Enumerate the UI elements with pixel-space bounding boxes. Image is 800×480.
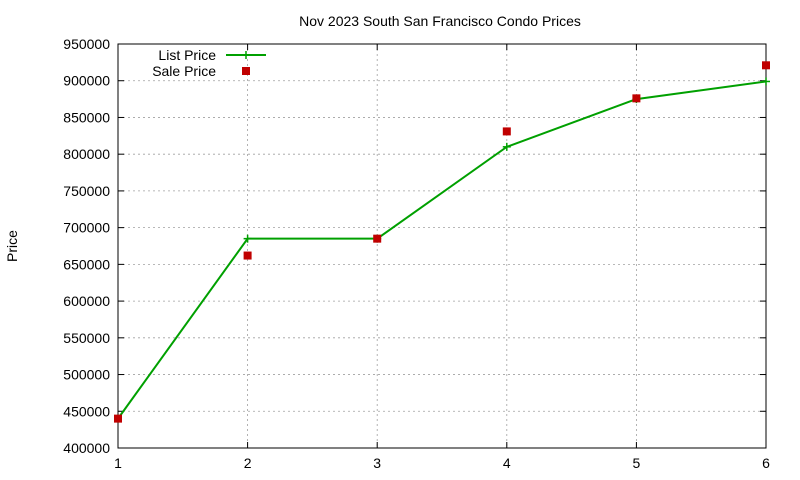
sale-price-point [373,234,382,243]
y-tick-label: 550000 [63,330,110,346]
legend-label: List Price [158,47,216,63]
plot-border [117,43,767,449]
legend-item: List Price [158,47,266,63]
sale-price-point [632,94,641,103]
x-tick-label: 3 [373,455,381,471]
y-axis-label: Price [4,230,20,262]
x-axis: 1 2 3 4 5 6 [114,44,770,471]
x-tick-label: 2 [244,455,252,471]
legend-item: Sale Price [152,63,250,79]
x-tick-label: 1 [114,455,122,471]
y-axis: 400000 450000 500000 550000 600000 650000 7000… [63,36,766,456]
list-price-point [502,142,511,151]
series [114,61,770,423]
x-tick-label: 4 [503,455,511,471]
y-tick-label: 700000 [63,220,110,236]
x-tick-label: 5 [633,455,641,471]
sale-price-point [114,414,122,423]
y-tick-label: 650000 [63,256,110,272]
sale-price-point [762,61,770,70]
plot-frame [117,43,767,449]
list-price-point [243,234,252,243]
y-tick-label: 600000 [63,293,110,309]
chart-title: Nov 2023 South San Francisco Condo Price… [299,13,581,29]
series-list-price [114,77,770,423]
y-tick-label: 500000 [63,367,110,383]
sale-price-point [243,251,252,260]
legend-label: Sale Price [152,63,216,79]
y-tick-label: 450000 [63,403,110,419]
y-tick-label: 800000 [63,146,110,162]
grid [118,44,766,448]
y-tick-label: 400000 [63,440,110,456]
y-tick-label: 750000 [63,183,110,199]
list-price-line [117,80,767,420]
x-tick-label: 6 [762,455,770,471]
y-tick-label: 950000 [63,36,110,52]
list-price-point [762,77,770,86]
y-tick-label: 900000 [63,73,110,89]
series-sale-price [114,61,770,423]
y-tick-label: 850000 [63,109,110,125]
sale-price-point [502,127,511,136]
legend-swatch-square [242,67,250,75]
